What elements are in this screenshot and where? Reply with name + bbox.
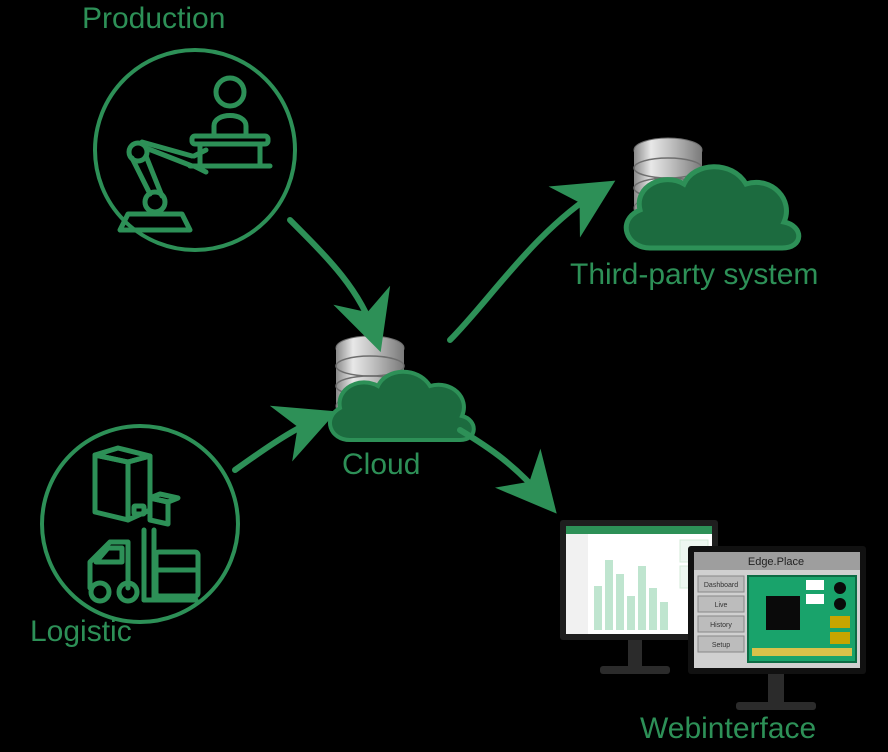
third-party-node: [626, 138, 799, 248]
logistic-forklift-icon: [90, 530, 198, 601]
edgeplace-title: Edge.Place: [748, 556, 804, 568]
svg-text:Dashboard: Dashboard: [704, 582, 738, 589]
cloud-node: [330, 336, 474, 440]
webinterface-monitor-right: Edge.Place Dashboard Live History Setup: [688, 546, 866, 710]
edge-logistic-cloud: [235, 418, 320, 470]
thirdparty-label: Third-party system: [570, 258, 818, 292]
cloud-label: Cloud: [342, 448, 420, 482]
diagram-canvas: Edge.Place Dashboard Live History Setup: [0, 0, 888, 752]
edge-cloud-web: [460, 430, 545, 500]
diagram-svg: Edge.Place Dashboard Live History Setup: [0, 0, 888, 752]
svg-text:History: History: [710, 622, 732, 629]
pcb-icon: [748, 576, 856, 662]
svg-text:Setup: Setup: [712, 642, 730, 649]
svg-text:Live: Live: [715, 602, 728, 609]
edge-production-cloud: [290, 220, 375, 335]
logistic-boxes-icon: [95, 448, 178, 524]
webinterface-node: Edge.Place Dashboard Live History Setup: [560, 520, 866, 710]
logistic-label: Logistic: [30, 615, 132, 649]
webinterface-label: Webinterface: [640, 712, 816, 746]
production-label: Production: [82, 2, 225, 36]
production-robot-arm-icon: [120, 142, 206, 230]
